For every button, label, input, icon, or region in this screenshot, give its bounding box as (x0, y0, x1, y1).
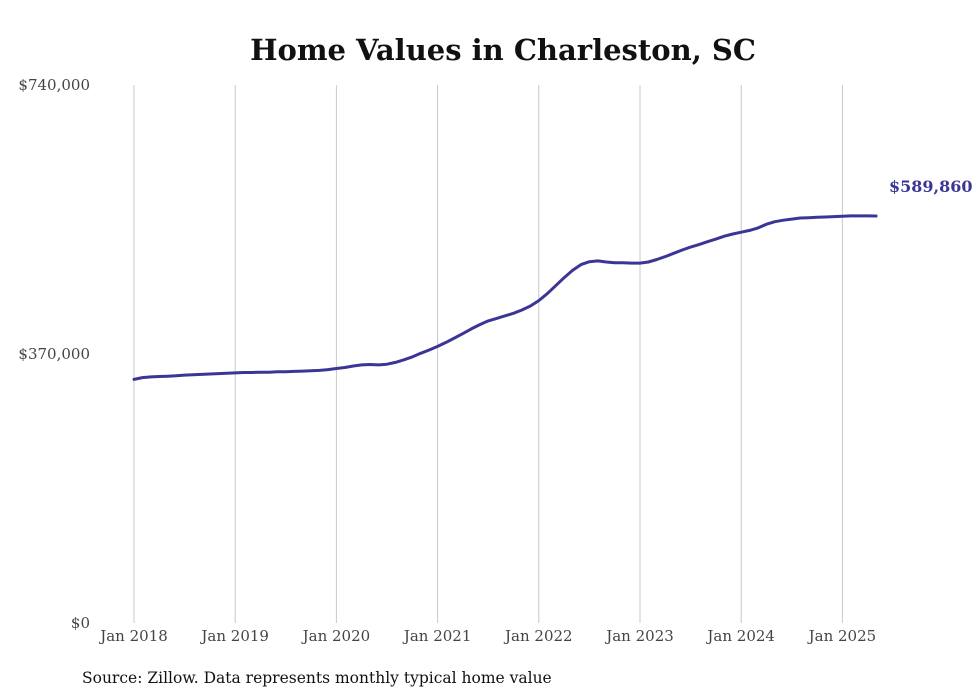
x-tick-label: Jan 2020 (301, 627, 371, 645)
y-tick-label: $0 (71, 614, 90, 632)
chart-title: Home Values in Charleston, SC (250, 33, 756, 67)
x-tick-label: Jan 2025 (807, 627, 877, 645)
x-tick-label: Jan 2021 (402, 627, 472, 645)
x-tick-label: Jan 2018 (98, 627, 168, 645)
gridlines (133, 85, 843, 623)
x-tick-label: Jan 2023 (604, 627, 674, 645)
y-tick-label: $740,000 (18, 76, 90, 94)
y-tick-label: $370,000 (18, 345, 90, 363)
y-axis-ticks: $0 $370,000 $740,000 (18, 76, 90, 632)
source-note: Source: Zillow. Data represents monthly … (82, 669, 552, 687)
x-axis-ticks: Jan 2018 Jan 2019 Jan 2020 Jan 2021 Jan 2022… (98, 627, 876, 645)
x-tick-label: Jan 2024 (705, 627, 775, 645)
x-tick-label: Jan 2019 (199, 627, 269, 645)
series-line-home-value (132, 214, 878, 381)
x-tick-label: Jan 2022 (503, 627, 573, 645)
end-value-label: $589,860 (889, 177, 973, 196)
